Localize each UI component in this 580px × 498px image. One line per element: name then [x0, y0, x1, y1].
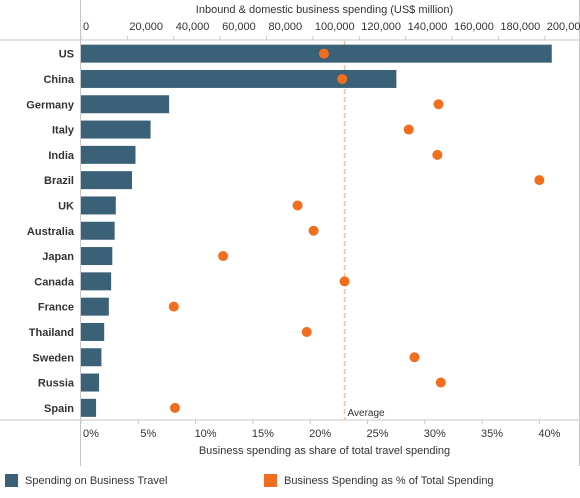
chart-canvas: Inbound & domestic business spending (US…	[0, 0, 580, 466]
bar-uk	[81, 196, 116, 215]
bar-china	[81, 69, 397, 88]
top-axis-tick-label: 40,000	[176, 21, 210, 33]
bar-germany	[81, 95, 170, 114]
top-axis-tick-label: 20,000	[129, 21, 163, 33]
legend-swatch-bar	[5, 474, 18, 487]
category-label: Russia	[38, 378, 75, 390]
top-axis-tick-label: 100,000	[315, 21, 355, 33]
bar-thailand	[81, 322, 105, 341]
category-label: Japan	[42, 251, 74, 263]
dot-france	[168, 301, 179, 312]
category-label: Spain	[44, 403, 74, 415]
top-axis-tick-label: 200,000	[547, 21, 580, 33]
bottom-axis-title: Business spending as share of total trav…	[199, 445, 450, 457]
bar-sweden	[81, 348, 102, 367]
top-axis-tick-label: 180,000	[500, 21, 540, 33]
dot-us	[318, 48, 329, 59]
bottom-axis-tick-label: 20%	[309, 428, 331, 440]
category-label: Germany	[26, 99, 75, 111]
bottom-axis-tick-label: 35%	[481, 428, 503, 440]
dot-uk	[292, 200, 303, 211]
category-label: Canada	[34, 276, 75, 288]
dot-india	[432, 149, 443, 160]
legend-label-dot: Business Spending as % of Total Spending	[284, 474, 494, 487]
top-axis-tick-label: 120,000	[361, 21, 401, 33]
top-axis-tick-label: 160,000	[454, 21, 494, 33]
category-label: India	[48, 150, 75, 162]
bar-japan	[81, 247, 113, 266]
bar-spain	[81, 398, 97, 417]
bar-brazil	[81, 171, 133, 190]
bottom-axis-tick-label: 0%	[83, 428, 99, 440]
bar-us	[81, 44, 552, 63]
bar-india	[81, 145, 136, 164]
bar-france	[81, 297, 109, 316]
top-axis-tick-label: 60,000	[222, 21, 256, 33]
dot-china	[337, 73, 348, 84]
legend-item-bar[interactable]: Spending on Business Travel	[5, 474, 167, 487]
dot-japan	[218, 251, 229, 262]
bar-australia	[81, 221, 115, 240]
dot-russia	[435, 377, 446, 388]
average-reference-label: Average	[348, 408, 386, 419]
dot-brazil	[534, 175, 545, 186]
category-label: China	[43, 74, 74, 86]
category-label: Australia	[27, 226, 75, 238]
top-axis-tick-label: 0	[83, 21, 89, 33]
bottom-axis-tick-label: 40%	[538, 428, 560, 440]
dot-australia	[308, 225, 319, 236]
category-label: Italy	[52, 125, 75, 137]
bottom-axis-tick-label: 30%	[424, 428, 446, 440]
legend-label-bar: Spending on Business Travel	[25, 474, 168, 487]
legend-swatch-dot	[264, 474, 277, 487]
category-label: US	[59, 49, 74, 61]
dot-italy	[403, 124, 414, 135]
legend-item-dot[interactable]: Business Spending as % of Total Spending	[264, 474, 494, 487]
category-label: Sweden	[32, 352, 74, 364]
dot-spain	[169, 402, 180, 413]
dot-canada	[339, 276, 350, 287]
bar-canada	[81, 272, 112, 291]
top-axis-tick-label: 140,000	[408, 21, 448, 33]
dot-germany	[433, 99, 444, 110]
dot-sweden	[409, 352, 420, 363]
top-axis-title: Inbound & domestic business spending (US…	[196, 4, 453, 16]
dot-thailand	[301, 326, 312, 337]
bar-italy	[81, 120, 151, 139]
bottom-axis-tick-label: 10%	[195, 428, 217, 440]
bottom-axis-tick-label: 5%	[140, 428, 156, 440]
category-label: Thailand	[29, 327, 74, 339]
bar-russia	[81, 373, 100, 392]
legend: Spending on Business Travel Business Spe…	[0, 466, 580, 498]
top-axis-tick-label: 80,000	[269, 21, 303, 33]
bottom-axis-tick-label: 15%	[252, 428, 274, 440]
category-label: France	[38, 302, 74, 314]
category-label: Brazil	[44, 175, 74, 187]
category-label: UK	[58, 200, 74, 212]
bottom-axis-tick-label: 25%	[366, 428, 388, 440]
